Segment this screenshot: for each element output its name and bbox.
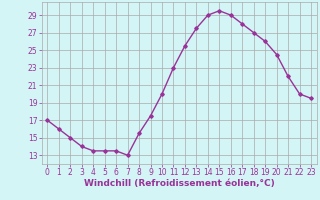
X-axis label: Windchill (Refroidissement éolien,°C): Windchill (Refroidissement éolien,°C) — [84, 179, 275, 188]
